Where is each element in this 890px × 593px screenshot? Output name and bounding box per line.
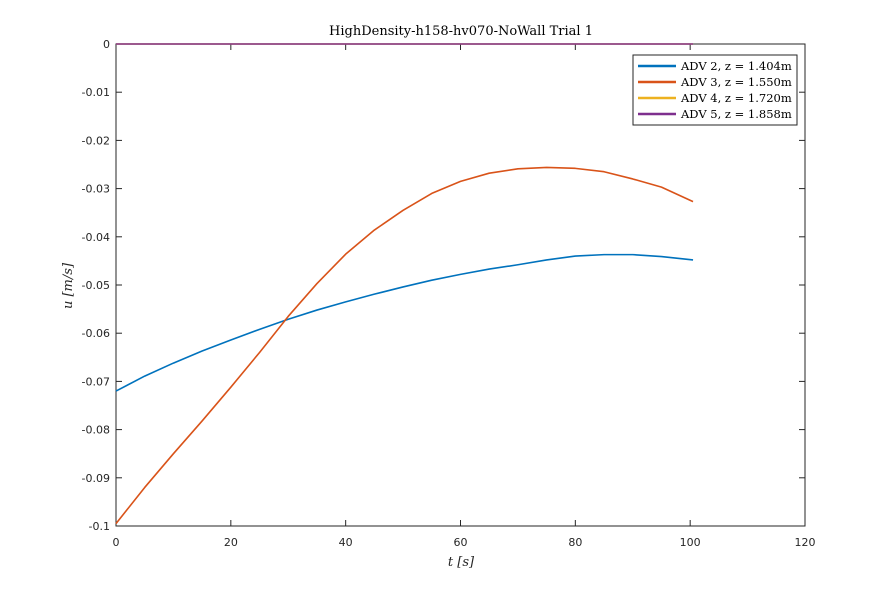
y-tick-label: -0.1 xyxy=(89,520,110,533)
series-line-2 xyxy=(115,166,694,525)
y-tick-label: -0.05 xyxy=(82,279,110,292)
x-tick-label: 0 xyxy=(113,536,120,549)
x-tick-label: 60 xyxy=(454,536,468,549)
series-layer xyxy=(115,43,694,525)
series-line-1 xyxy=(115,253,694,392)
legend-entry-1: ADV 2, z = 1.404m xyxy=(680,59,792,73)
y-tick-label: -0.02 xyxy=(82,134,110,147)
y-tick-label: -0.04 xyxy=(82,231,110,244)
x-tick-label: 120 xyxy=(795,536,816,549)
legend: ADV 2, z = 1.404m ADV 3, z = 1.550m ADV 4,… xyxy=(632,54,798,126)
legend-entry-2: ADV 3, z = 1.550m xyxy=(680,75,792,89)
y-axis-title: u [m/s] xyxy=(61,262,76,309)
legend-entry-4: ADV 5, z = 1.858m xyxy=(680,107,792,121)
x-tick-label: 80 xyxy=(568,536,582,549)
axis-ticks: 0 20 40 60 80 100 120 0 -0.01 -0.02 -0.03 -0.04 -0.0… xyxy=(82,38,816,549)
legend-entry-3: ADV 4, z = 1.720m xyxy=(680,91,792,105)
chart-title: HighDensity-h158-hv070-NoWall Trial 1 xyxy=(329,24,593,39)
y-tick-label: -0.03 xyxy=(82,183,110,196)
y-tick-label: -0.08 xyxy=(82,424,110,437)
y-tick-label: -0.07 xyxy=(82,375,110,388)
x-tick-label: 20 xyxy=(224,536,238,549)
y-tick-label: -0.01 xyxy=(82,86,110,99)
y-tick-label: 0 xyxy=(103,38,110,51)
x-axis-title: t [s] xyxy=(448,555,475,570)
x-tick-label: 100 xyxy=(680,536,701,549)
x-tick-label: 40 xyxy=(339,536,353,549)
y-tick-label: -0.06 xyxy=(82,327,110,340)
y-tick-label: -0.09 xyxy=(82,472,110,485)
